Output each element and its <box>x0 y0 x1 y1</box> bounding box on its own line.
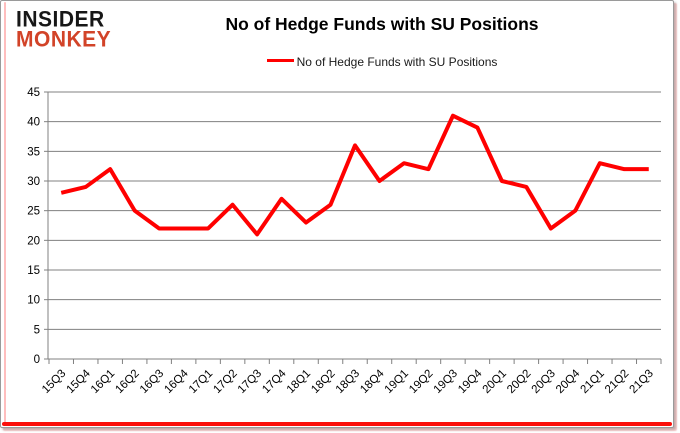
chart-legend: No of Hedge Funds with SU Positions <box>121 54 643 69</box>
frame-bottom-red-border <box>2 422 672 426</box>
chart-widget-frame: INSIDER MONKEY No of Hedge Funds with SU… <box>0 0 674 428</box>
x-axis-label: 19Q2 <box>407 368 435 396</box>
x-axis-label: 16Q1 <box>89 368 117 396</box>
x-axis-label: 16Q2 <box>113 368 141 396</box>
x-axis-label: 16Q4 <box>162 367 191 396</box>
x-axis-label: 19Q1 <box>383 368 411 396</box>
x-axis-label: 18Q3 <box>334 368 362 396</box>
series-line <box>60 113 649 237</box>
y-axis-label: 0 <box>34 354 40 366</box>
x-axis-label: 17Q1 <box>187 368 215 396</box>
chart-title: No of Hedge Funds with SU Positions <box>225 14 539 34</box>
x-axis-label: 15Q4 <box>64 367 93 396</box>
y-axis-label: 30 <box>27 176 40 188</box>
x-axis-label: 20Q4 <box>554 367 583 396</box>
y-axis-label: 40 <box>27 117 40 129</box>
x-axis-label: 20Q2 <box>505 368 533 396</box>
logo-line-insider: INSIDER <box>16 7 105 32</box>
x-axis-label: 17Q4 <box>260 367 289 396</box>
x-axis-label: 19Q4 <box>456 367 485 396</box>
legend-line-key <box>266 59 294 63</box>
y-axis-label: 15 <box>27 265 40 277</box>
y-axis-label: 45 <box>27 87 40 99</box>
x-axis-label: 19Q3 <box>432 368 460 396</box>
x-axis-label: 16Q3 <box>138 368 166 396</box>
x-axis-label: 18Q2 <box>309 368 337 396</box>
x-axis-label: 20Q1 <box>481 368 509 396</box>
line-chart-svg: 0 5 10 15 20 25 30 35 40 45 15Q315Q416Q116Q216Q316… <box>27 87 662 396</box>
insider-monkey-logo: INSIDER MONKEY <box>16 7 112 52</box>
x-axis-label: 21Q3 <box>627 368 655 396</box>
x-axis-label: 18Q1 <box>285 368 313 396</box>
logo-line-monkey: MONKEY <box>16 27 112 52</box>
x-axis-label: 20Q3 <box>530 368 558 396</box>
y-axis-label: 5 <box>34 324 40 336</box>
line-chart: 0 5 10 15 20 25 30 35 40 45 15Q3 15Q4 16Q1 16Q2 16Q3 16… <box>1 75 673 425</box>
y-axis-label: 35 <box>27 146 40 158</box>
y-axis-label: 20 <box>27 235 40 247</box>
x-axis-label: 21Q2 <box>603 368 631 396</box>
x-axis-label: 21Q1 <box>579 368 607 396</box>
frame-left-red-glow <box>4 2 6 423</box>
x-axis-label: 17Q3 <box>236 368 264 396</box>
legend-label: No of Hedge Funds with SU Positions <box>296 54 498 69</box>
x-axis-label: 17Q2 <box>211 368 239 396</box>
y-axis-label: 10 <box>27 295 40 307</box>
y-axis-label: 25 <box>27 206 40 218</box>
x-axis-label: 15Q3 <box>40 368 68 396</box>
x-axis-label: 18Q4 <box>358 367 387 396</box>
